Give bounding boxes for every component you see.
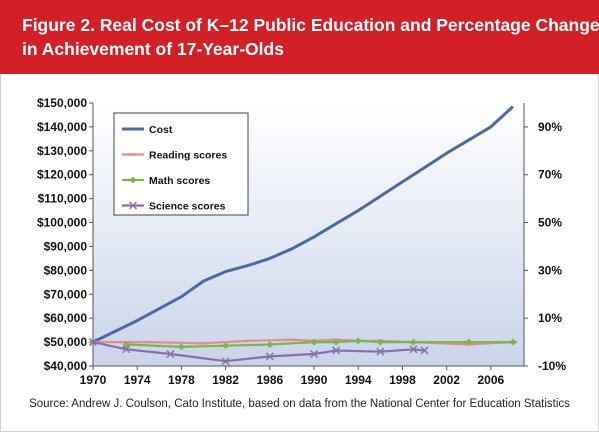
series-line (92, 105, 514, 344)
data-point (332, 338, 340, 346)
left-tick-label: $150,000 (37, 96, 87, 110)
data-point (376, 338, 384, 346)
line-chart: $40,000 $50,000 $60,000 $70,000 $80,000 $90,0… (37, 96, 566, 387)
x-tick-label: 1978 (168, 373, 195, 387)
legend-item: Cost (122, 124, 173, 136)
series-math-scores (122, 337, 517, 351)
data-point (509, 338, 517, 346)
legend-marker (129, 176, 137, 184)
figure-title-line-2: in Achievement of 17-Year-Olds (22, 39, 284, 59)
data-point (222, 342, 230, 350)
data-point (465, 338, 473, 346)
figure-title-line-1: Figure 2. Real Cost of K–12 Public Educa… (22, 15, 599, 35)
figure-title: Figure 2. Real Cost of K–12 Public Educa… (22, 13, 599, 61)
left-tick-label: $90,000 (44, 239, 88, 253)
series-cost (92, 105, 514, 344)
legend-label: Reading scores (149, 150, 227, 162)
right-tick-label: -10% (538, 359, 566, 373)
left-tick-label: $120,000 (37, 168, 87, 182)
data-point (88, 338, 98, 347)
left-axis-tick-labels: $40,000 $50,000 $60,000 $70,000 $80,000 $90,0… (37, 96, 93, 373)
x-tick-label: 1998 (389, 373, 416, 387)
right-tick-label: 10% (538, 311, 562, 325)
data-point (420, 346, 429, 355)
data-point (122, 345, 131, 354)
legend-label: Science scores (149, 201, 226, 213)
right-tick-label: 50% (538, 216, 562, 230)
series-science-scores (88, 338, 429, 366)
left-tick-label: $130,000 (37, 144, 87, 158)
x-tick-label: 2002 (433, 373, 460, 387)
legend-item: Science scores (122, 201, 226, 213)
right-tick-label: 70% (538, 168, 562, 182)
legend-items: Cost Reading scores Math scores Science sco… (122, 124, 227, 213)
data-point (266, 340, 274, 348)
data-point (409, 338, 417, 346)
data-point (265, 352, 274, 361)
left-tick-label: $140,000 (37, 120, 87, 134)
series-lines (88, 105, 517, 366)
data-point (332, 346, 341, 355)
x-axis-tick-labels: 1970 1974 1978 1982 1986 1990 1994 1998 2002 2006 (80, 366, 505, 387)
x-tick-label: 1970 (80, 373, 107, 387)
right-axis-tick-labels: -10% 10% 30% 50% 70% 90% (524, 120, 566, 373)
left-tick-label: $80,000 (44, 263, 88, 277)
x-tick-label: 1982 (212, 373, 239, 387)
left-tick-label: $110,000 (38, 192, 88, 206)
data-point (177, 343, 185, 351)
legend-item: Reading scores (122, 150, 227, 162)
x-tick-label: 1974 (124, 373, 151, 387)
data-point (409, 345, 418, 354)
data-point (310, 338, 318, 346)
left-tick-label: $70,000 (44, 287, 88, 301)
figure-header: Figure 2. Real Cost of K–12 Public Educa… (0, 0, 599, 74)
legend-item: Math scores (122, 175, 210, 187)
x-tick-label: 1990 (301, 373, 328, 387)
left-tick-label: $50,000 (44, 335, 88, 349)
x-tick-label: 1994 (345, 373, 372, 387)
x-tick-label: 1986 (256, 373, 283, 387)
data-point (309, 350, 319, 359)
legend-label: Math scores (149, 175, 210, 187)
right-tick-label: 30% (538, 263, 562, 277)
legend: Cost Reading scores Math scores Science sco… (113, 112, 249, 216)
data-point (221, 357, 230, 366)
chart-area: $40,000 $50,000 $60,000 $70,000 $80,000 $90,0… (4, 82, 595, 392)
data-point (166, 350, 175, 359)
left-tick-label: $100,000 (37, 216, 87, 230)
data-point (122, 340, 130, 348)
data-point (354, 337, 362, 345)
left-tick-label: $60,000 (44, 311, 88, 325)
legend-marker (128, 201, 138, 210)
right-tick-label: 90% (538, 120, 562, 134)
data-point (376, 347, 385, 356)
left-tick-label: $40,000 (44, 359, 88, 373)
series-line (92, 341, 425, 363)
legend-label: Cost (149, 124, 173, 136)
source-note: Source: Andrew J. Coulson, Cato Institut… (29, 398, 570, 410)
x-tick-label: 2006 (477, 373, 504, 387)
